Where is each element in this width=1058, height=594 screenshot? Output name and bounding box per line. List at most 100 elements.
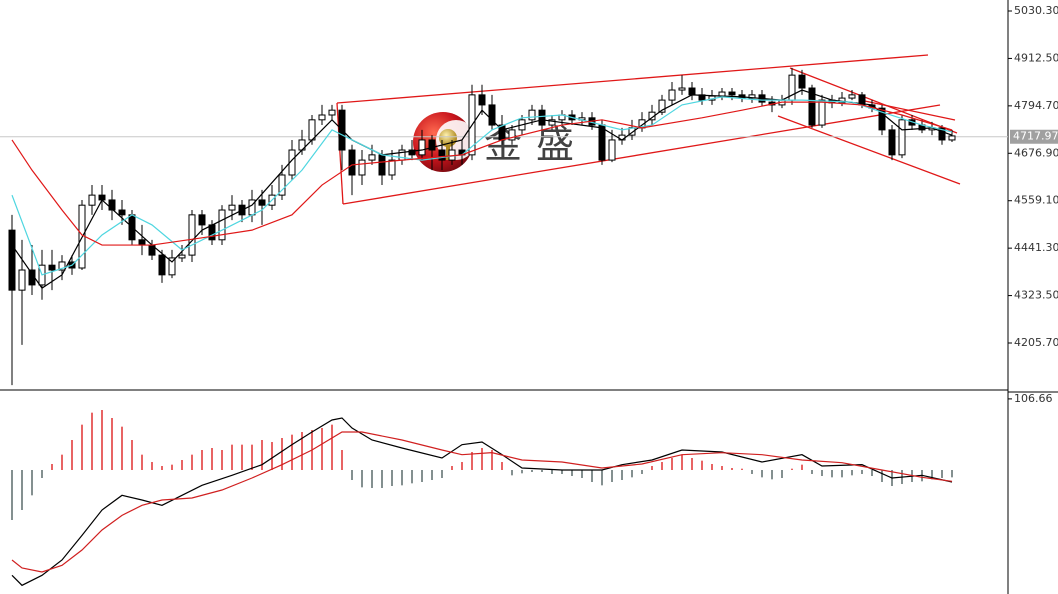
y-tick-label: 4559.10 — [1014, 194, 1058, 207]
candle — [508, 125, 516, 145]
y-tick-label: 4205.70 — [1014, 336, 1058, 349]
candle — [668, 81, 676, 105]
candle-body — [848, 94, 856, 99]
candle-body — [528, 109, 536, 121]
candle — [358, 150, 366, 186]
candle-body — [658, 99, 666, 113]
candle-body — [168, 257, 176, 276]
candle — [888, 125, 896, 161]
candle — [18, 239, 26, 345]
candle-body — [158, 254, 166, 276]
candle-body — [678, 87, 686, 91]
y-tick-label: 4912.50 — [1014, 51, 1058, 64]
candle — [428, 135, 436, 171]
candle — [328, 104, 336, 120]
candle — [118, 199, 126, 225]
candle-body — [818, 99, 826, 126]
candle-body — [178, 254, 186, 259]
candle-body — [478, 94, 486, 106]
y-tick-label: 4676.90 — [1014, 146, 1058, 159]
candle-body — [348, 149, 356, 176]
candle-body — [278, 174, 286, 196]
candle-body — [728, 91, 736, 96]
candle-body — [198, 214, 206, 226]
candle-body — [118, 209, 126, 216]
candle — [938, 125, 946, 145]
candle-body — [538, 109, 546, 126]
candle-body — [208, 224, 216, 241]
candle — [658, 94, 666, 115]
candle-body — [598, 124, 606, 161]
candle — [388, 150, 396, 180]
candle — [178, 245, 186, 262]
candle — [168, 249, 176, 279]
candle — [848, 90, 856, 101]
candle-body — [218, 209, 226, 241]
candle-body — [938, 127, 946, 141]
candle — [818, 94, 826, 128]
candle-body — [508, 129, 516, 141]
candle-body — [488, 104, 496, 126]
candle-body — [358, 159, 366, 176]
line — [11, 89, 953, 289]
candle — [58, 255, 66, 281]
candle — [48, 249, 56, 291]
candle — [318, 104, 326, 126]
last-price-box — [1010, 129, 1058, 144]
candle-body — [688, 87, 696, 96]
candle-body — [878, 107, 886, 131]
candle — [108, 189, 116, 221]
candle-body — [88, 194, 96, 206]
candle-body — [808, 87, 816, 126]
candle — [218, 205, 226, 246]
y-tick-label: 5030.30 — [1014, 4, 1058, 17]
candle-body — [398, 149, 406, 161]
candle — [258, 189, 266, 225]
candle — [418, 129, 426, 161]
candle-body — [18, 269, 26, 291]
candle-body — [328, 109, 336, 116]
candle — [368, 144, 376, 165]
candle-body — [948, 135, 956, 141]
candle-body — [888, 129, 896, 156]
candle-body — [388, 159, 396, 176]
candle-body — [368, 154, 376, 161]
y-tick-label: 4441.30 — [1014, 241, 1058, 254]
candle-body — [288, 149, 296, 176]
candle-body — [668, 89, 676, 101]
candle-body — [138, 239, 146, 246]
line — [11, 431, 953, 573]
candle-body — [8, 229, 16, 291]
candle — [8, 214, 16, 386]
candle-body — [58, 261, 66, 271]
candle — [228, 195, 236, 221]
candle — [158, 249, 166, 283]
y-tick-label: 4323.50 — [1014, 289, 1058, 302]
candle-body — [48, 264, 56, 271]
candle — [88, 185, 96, 215]
y-tick-label: 4794.70 — [1014, 99, 1058, 112]
candle — [678, 75, 686, 95]
candle — [348, 144, 356, 196]
candle-body — [418, 139, 426, 156]
candle — [188, 210, 196, 262]
candle-body — [108, 199, 116, 211]
y-tick-label: 106.66 — [1014, 392, 1053, 405]
candle-body — [608, 139, 616, 161]
candle-body — [438, 149, 446, 161]
candle-body — [548, 119, 556, 126]
candle — [528, 104, 536, 126]
candle — [538, 104, 546, 130]
candle-body — [318, 114, 326, 121]
line — [11, 101, 953, 246]
logo — [413, 112, 476, 172]
candle-body — [308, 119, 316, 141]
candle-body — [408, 149, 416, 156]
candle — [488, 94, 496, 130]
candle — [608, 129, 616, 163]
line — [11, 417, 953, 587]
last-price-label: 4717.97 — [1013, 130, 1058, 143]
candle-body — [378, 154, 386, 176]
